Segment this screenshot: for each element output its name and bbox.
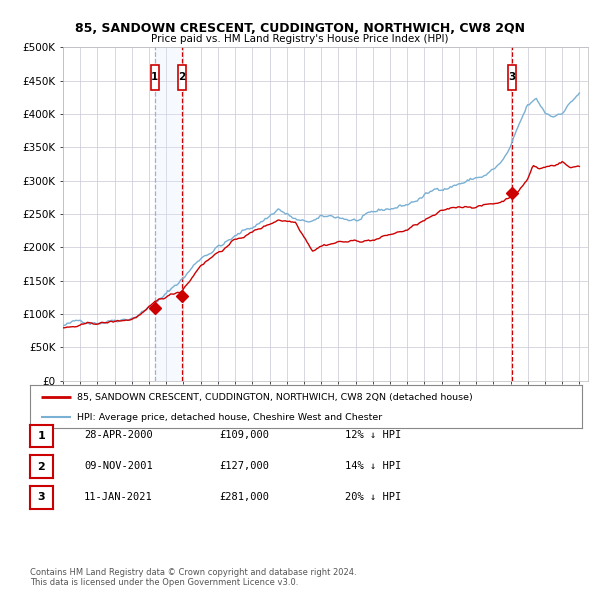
Text: 14% ↓ HPI: 14% ↓ HPI	[345, 461, 401, 471]
FancyBboxPatch shape	[508, 64, 516, 90]
Text: 1: 1	[151, 72, 158, 82]
Text: HPI: Average price, detached house, Cheshire West and Chester: HPI: Average price, detached house, Ches…	[77, 412, 382, 422]
Text: 3: 3	[38, 493, 45, 502]
Text: 1: 1	[38, 431, 45, 441]
Bar	[155, 47, 182, 381]
Text: £109,000: £109,000	[219, 431, 269, 440]
FancyBboxPatch shape	[151, 64, 159, 90]
Text: 09-NOV-2001: 09-NOV-2001	[84, 461, 153, 471]
Text: 11-JAN-2021: 11-JAN-2021	[84, 492, 153, 502]
Text: Contains HM Land Registry data © Crown copyright and database right 2024.
This d: Contains HM Land Registry data © Crown c…	[30, 568, 356, 587]
Text: 28-APR-2000: 28-APR-2000	[84, 431, 153, 440]
FancyBboxPatch shape	[178, 64, 187, 90]
Text: 3: 3	[508, 72, 515, 82]
Text: £281,000: £281,000	[219, 492, 269, 502]
Text: 85, SANDOWN CRESCENT, CUDDINGTON, NORTHWICH, CW8 2QN: 85, SANDOWN CRESCENT, CUDDINGTON, NORTHW…	[75, 22, 525, 35]
Text: 2: 2	[178, 72, 185, 82]
Text: 85, SANDOWN CRESCENT, CUDDINGTON, NORTHWICH, CW8 2QN (detached house): 85, SANDOWN CRESCENT, CUDDINGTON, NORTHW…	[77, 393, 473, 402]
Text: 2: 2	[38, 462, 45, 471]
Text: 20% ↓ HPI: 20% ↓ HPI	[345, 492, 401, 502]
Text: 12% ↓ HPI: 12% ↓ HPI	[345, 431, 401, 440]
Text: £127,000: £127,000	[219, 461, 269, 471]
Text: Price paid vs. HM Land Registry's House Price Index (HPI): Price paid vs. HM Land Registry's House …	[151, 34, 449, 44]
